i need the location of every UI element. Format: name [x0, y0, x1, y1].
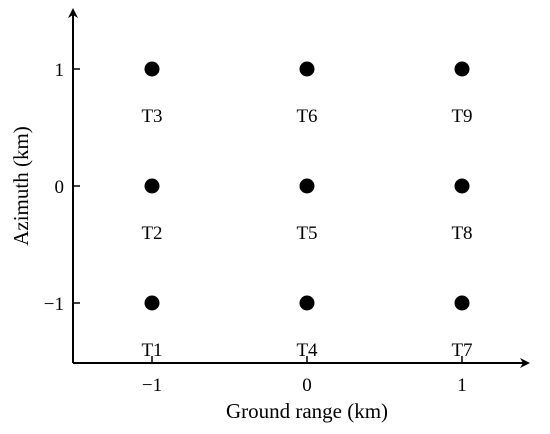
- point-label: T1: [141, 340, 162, 361]
- data-point: [454, 61, 470, 77]
- y-tick-label: 1: [55, 60, 65, 81]
- data-point: [144, 295, 160, 311]
- data-point: [299, 61, 315, 77]
- y-axis-ticks: −1 0 1: [44, 60, 80, 315]
- point-label: T2: [141, 223, 162, 244]
- point-label: T5: [296, 223, 317, 244]
- x-tick-label: 0: [302, 375, 312, 396]
- y-tick-label: 0: [55, 177, 65, 198]
- point-label: T6: [296, 106, 317, 127]
- x-tick-label: −1: [142, 375, 162, 396]
- data-points: T1 T2 T3 T4 T5 T6 T7 T8 T9: [141, 61, 473, 361]
- data-point: [144, 178, 160, 194]
- data-point: [299, 295, 315, 311]
- point-label: T7: [451, 340, 472, 361]
- data-point: [454, 295, 470, 311]
- point-label: T4: [296, 340, 318, 361]
- x-axis-ticks: −1 0 1: [142, 356, 467, 396]
- point-label: T9: [451, 106, 472, 127]
- data-point: [144, 61, 160, 77]
- point-label: T3: [141, 106, 162, 127]
- y-tick-label: −1: [44, 294, 64, 315]
- x-tick-label: 1: [457, 375, 467, 396]
- point-label: T8: [451, 223, 472, 244]
- data-point: [299, 178, 315, 194]
- data-point: [454, 178, 470, 194]
- x-axis-title: Ground range (km): [226, 399, 388, 423]
- y-axis-title: Azimuth (km): [9, 126, 33, 246]
